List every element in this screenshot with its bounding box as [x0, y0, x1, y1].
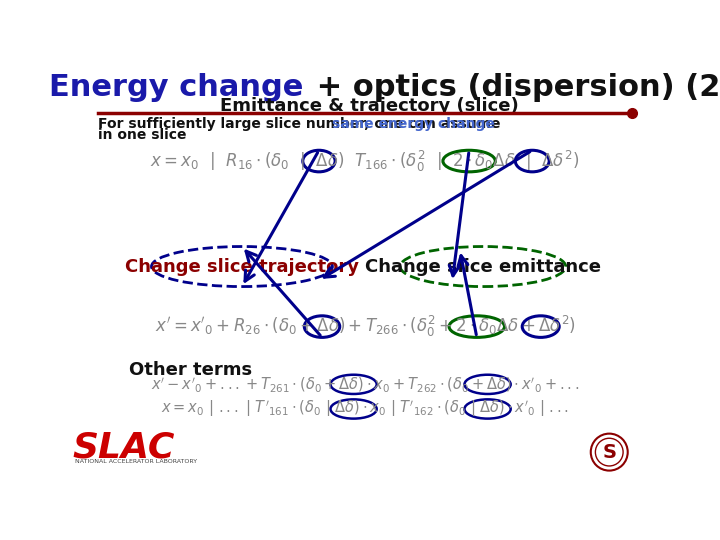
- Text: $x = x_0\ \ |\ \ R_{16}\cdot(\delta_0\ \ |\ \ \Delta\delta)\ \ T_{166}\cdot(\del: $x = x_0\ \ |\ \ R_{16}\cdot(\delta_0\ \…: [150, 148, 580, 173]
- Text: S: S: [602, 443, 616, 462]
- Text: Emittance & trajectory (slice): Emittance & trajectory (slice): [220, 97, 518, 115]
- Text: in one slice: in one slice: [98, 128, 186, 142]
- Text: same energy change: same energy change: [332, 117, 495, 131]
- Text: Change slice trajectory: Change slice trajectory: [125, 258, 359, 275]
- Text: Change slice emittance: Change slice emittance: [365, 258, 601, 275]
- Text: + optics (dispersion) (2): + optics (dispersion) (2): [306, 72, 720, 102]
- Text: $x' = x'_0 + R_{26}\cdot(\delta_0 + \Delta\delta) + T_{266}\cdot(\delta_0^2 + 2\: $x' = x'_0 + R_{26}\cdot(\delta_0 + \Del…: [155, 314, 576, 339]
- Text: $x = x_0\ |\ ...\ |\ T'_{161}\cdot(\delta_0\ |\ \Delta\delta)\cdot x_0\ |\ T'_{1: $x = x_0\ |\ ...\ |\ T'_{161}\cdot(\delt…: [161, 399, 570, 419]
- Text: $x' - x'_0 + ... + T_{261}\cdot(\delta_0 + \Delta\delta)\cdot x_0 + T_{262}\cdot: $x' - x'_0 + ... + T_{261}\cdot(\delta_0…: [151, 375, 580, 394]
- Text: SLAC: SLAC: [73, 430, 176, 464]
- Text: Energy change: Energy change: [49, 72, 304, 102]
- Text: NATIONAL ACCELERATOR LABORATORY: NATIONAL ACCELERATOR LABORATORY: [76, 459, 197, 464]
- Text: For sufficiently large slice number, one can assume: For sufficiently large slice number, one…: [98, 117, 505, 131]
- Text: Other terms: Other terms: [129, 361, 252, 379]
